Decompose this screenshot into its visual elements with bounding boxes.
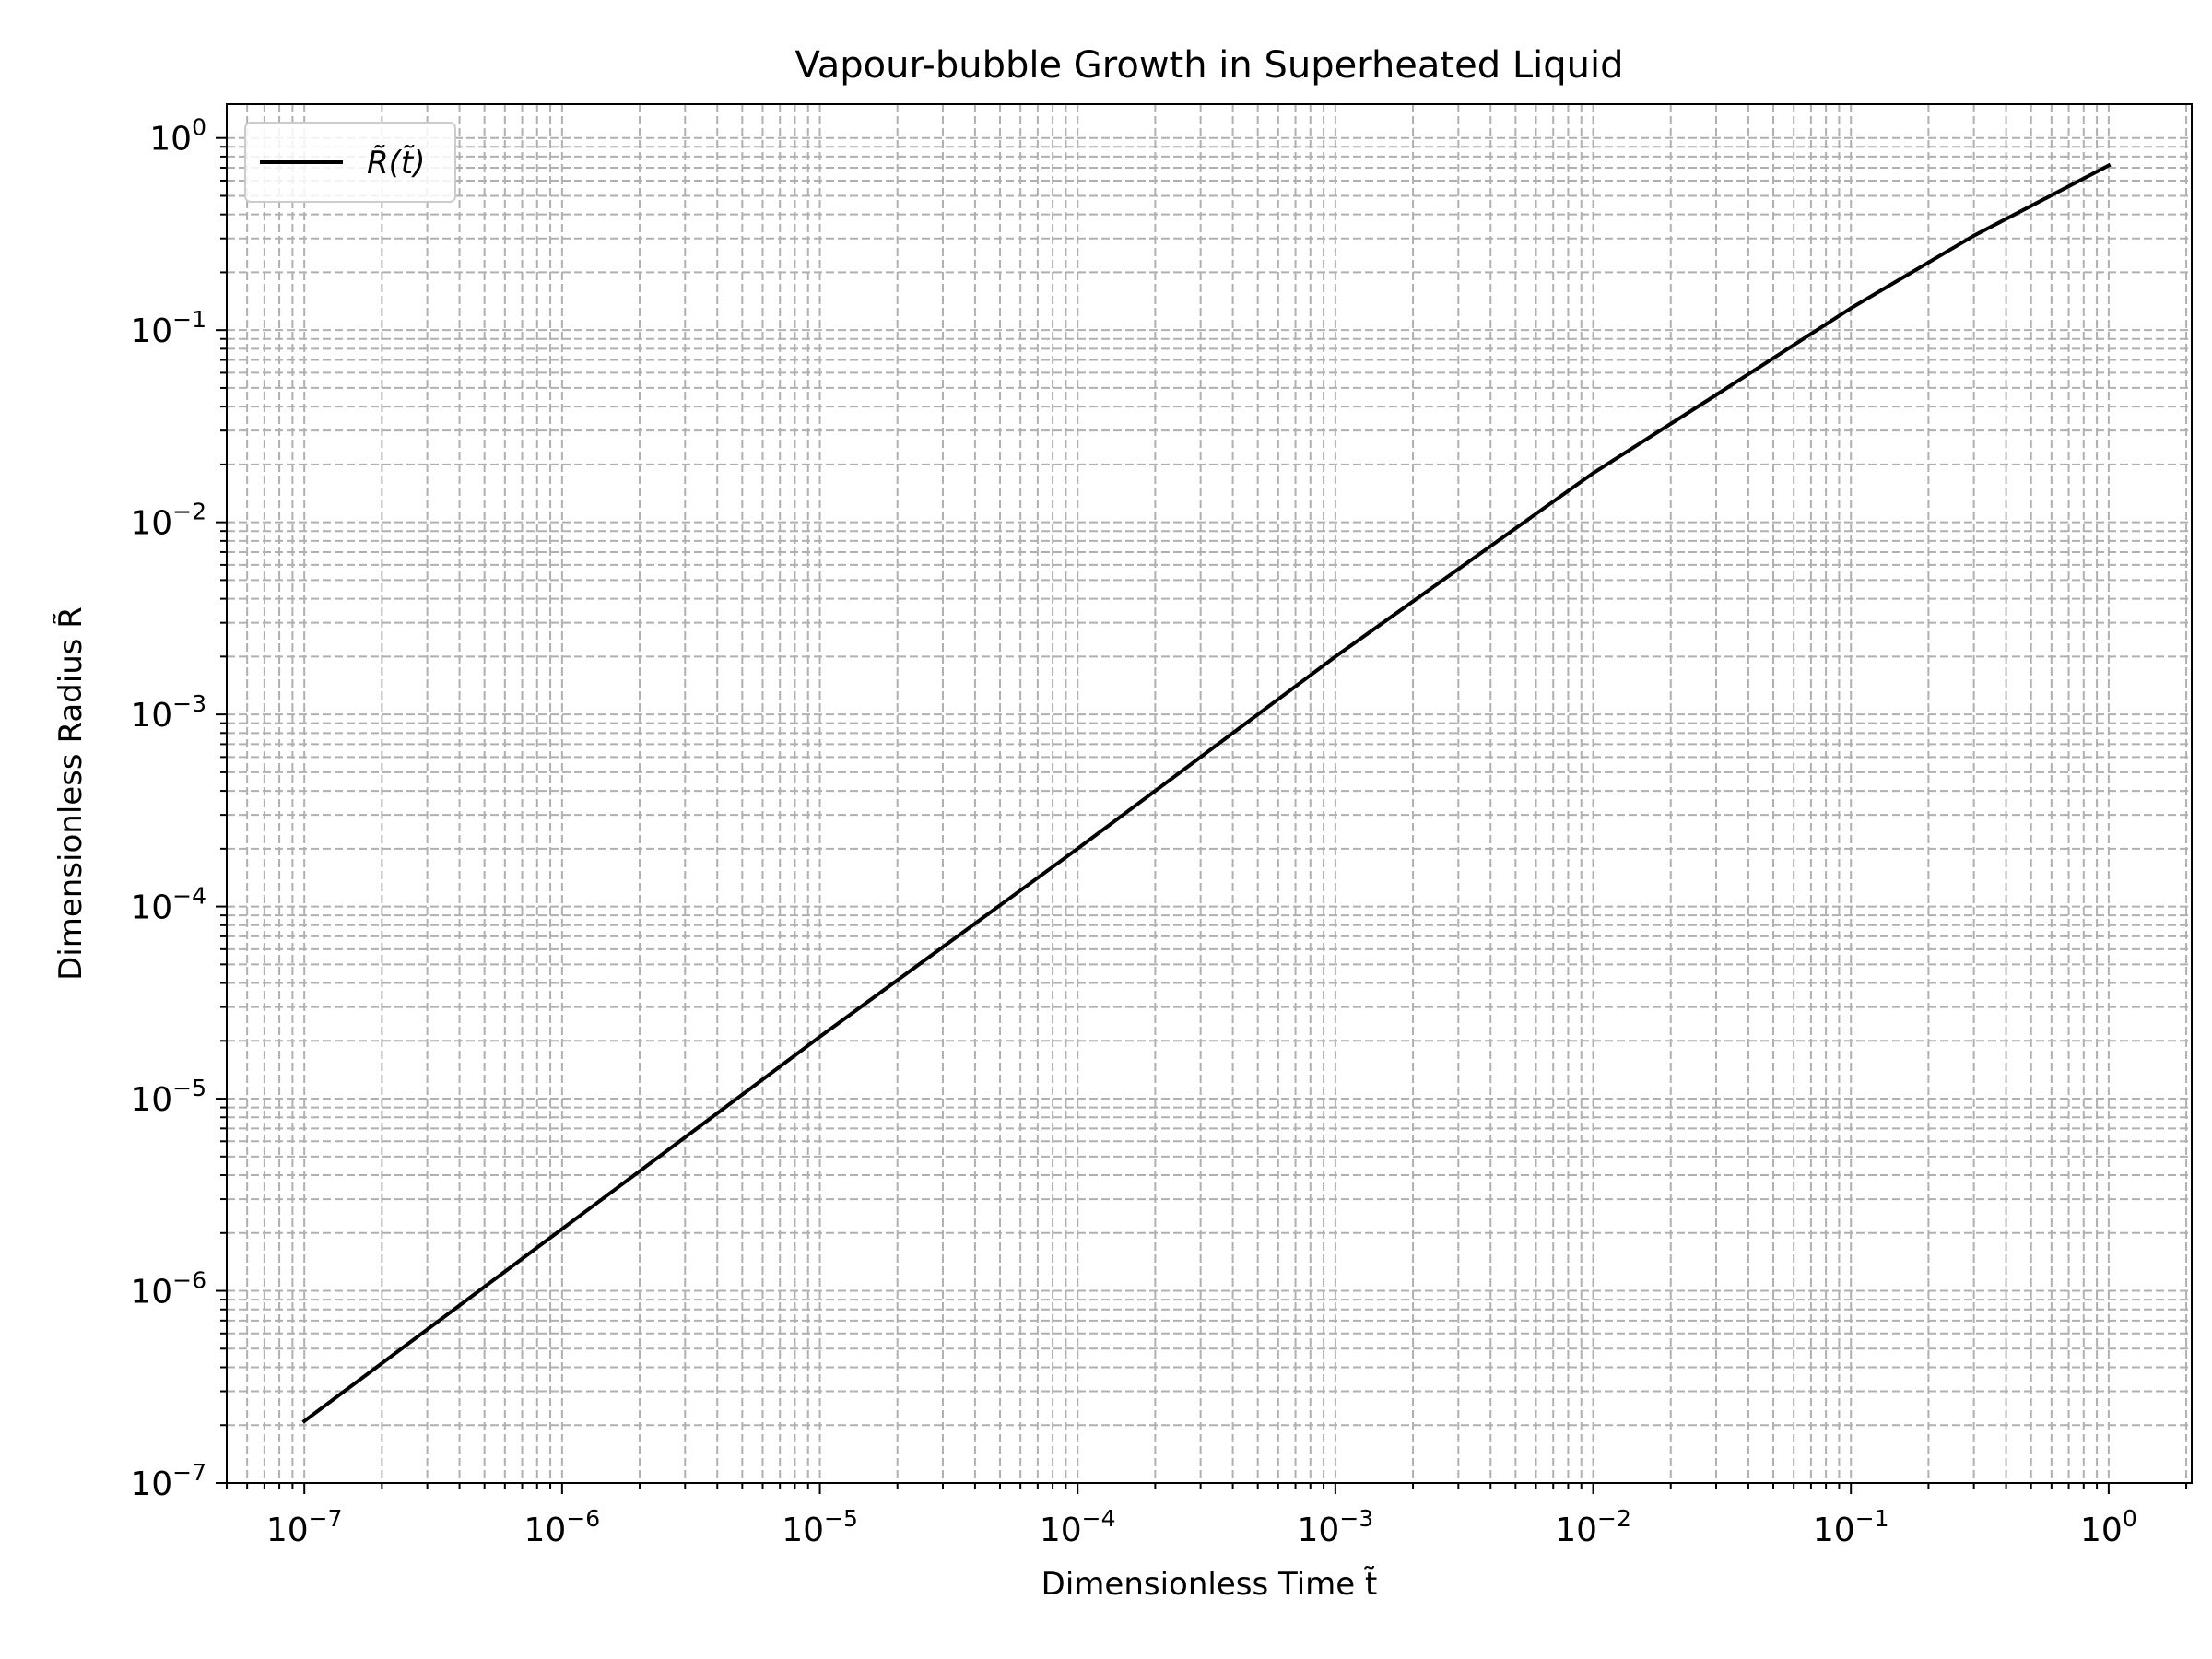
chart-title: Vapour-bubble Growth in Superheated Liqu… [795, 44, 1624, 87]
plot-frame [226, 103, 2193, 1484]
x-tick-labels: 10−7 10−6 10−5 10−4 10−3 10−2 10−1 100 [266, 1505, 2137, 1549]
y-tick-label: 10−3 [130, 690, 206, 735]
axis-ticks [216, 136, 2188, 1494]
series-layer [301, 162, 2112, 1424]
y-tick-label: 10−7 [130, 1459, 206, 1503]
x-axis-label: Dimensionless Time t̃ [1041, 1566, 1378, 1603]
legend: R̃(t̃) [244, 122, 456, 203]
legend-box [244, 122, 456, 203]
series-line [301, 162, 2112, 1424]
grid-lines [226, 104, 2192, 1484]
y-axis-label: Dimensionless Radius R̃ [53, 606, 89, 981]
y-tick-label: 10−1 [130, 306, 206, 350]
legend-label: R̃(t̃) [367, 145, 425, 182]
y-tick-label: 100 [149, 114, 206, 159]
